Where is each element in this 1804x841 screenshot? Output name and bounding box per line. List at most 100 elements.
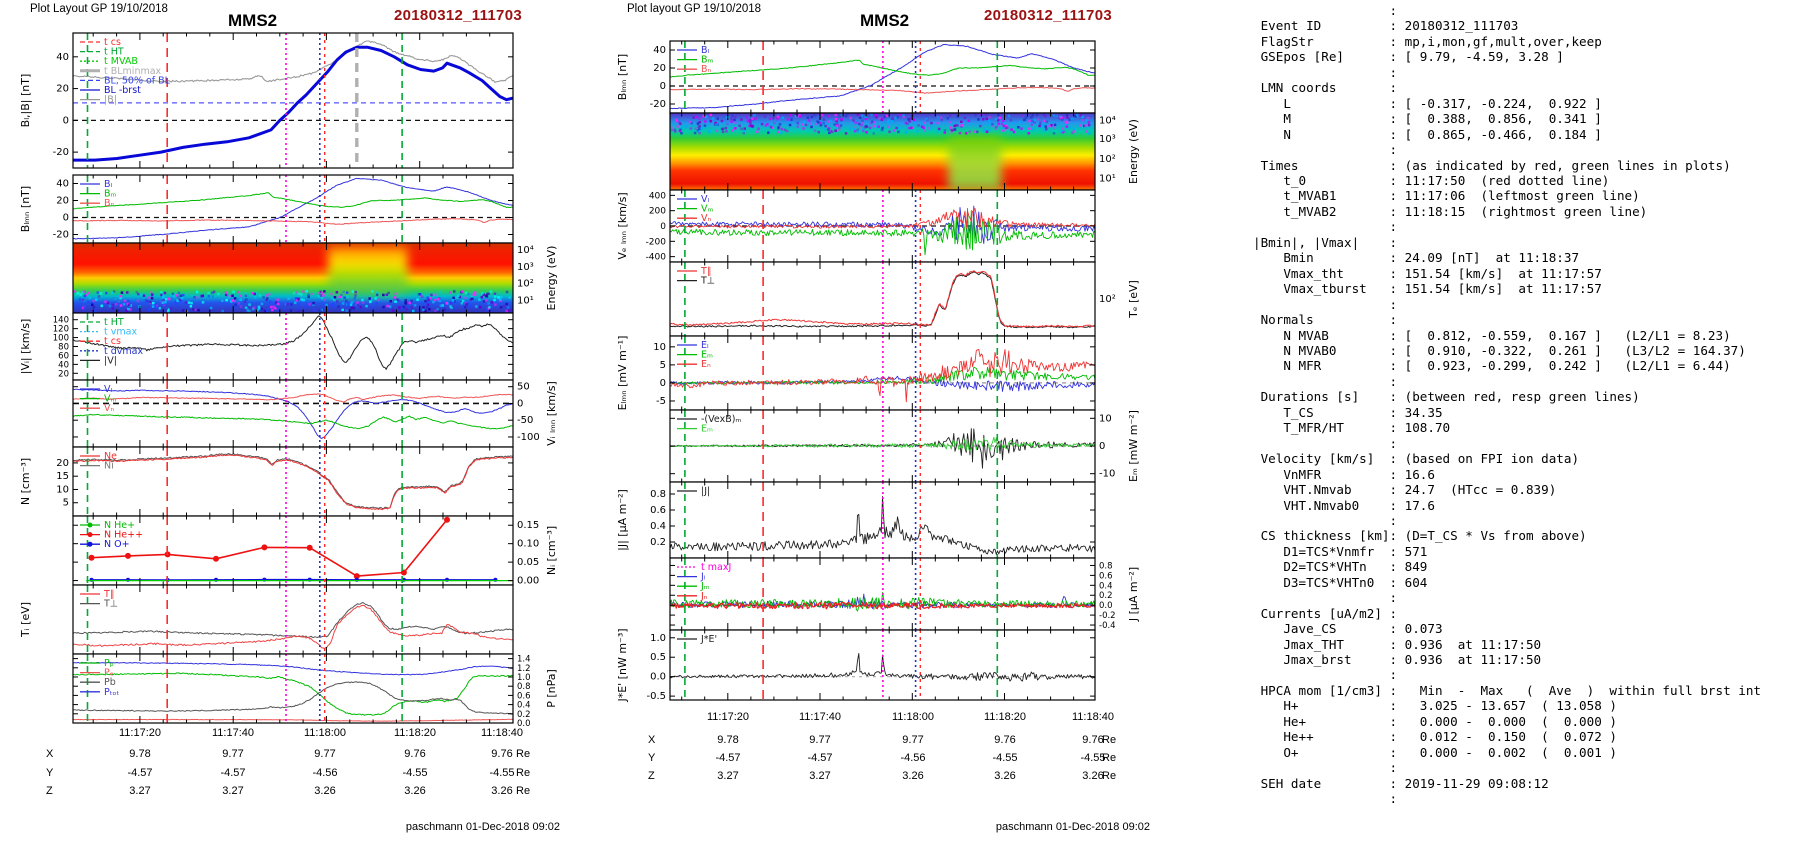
position-value: 9.77 bbox=[809, 734, 831, 746]
svg-text:T∥: T∥ bbox=[700, 266, 712, 277]
position-value: -4.55 bbox=[992, 752, 1018, 764]
svg-text:Pb: Pb bbox=[104, 677, 116, 688]
svg-text:5: 5 bbox=[63, 498, 69, 509]
ylabel-j-mag: |J| [μA m⁻²] bbox=[616, 489, 629, 551]
t-ion-series-T-par bbox=[73, 604, 513, 649]
svg-text:10¹: 10¹ bbox=[517, 295, 534, 306]
svg-text:0.6: 0.6 bbox=[650, 505, 666, 516]
ve-lmn-series-VL bbox=[670, 205, 1095, 245]
position-value: -4.55 bbox=[402, 767, 428, 779]
time-tick-label: 11:17:40 bbox=[798, 711, 841, 723]
svg-text:0.0: 0.0 bbox=[517, 719, 531, 729]
svg-text:BL, 50% of BL: BL, 50% of BL bbox=[104, 75, 171, 86]
position-value: 3.27 bbox=[717, 770, 739, 782]
position-value: -4.57 bbox=[715, 752, 741, 764]
b-lmn-series-BN bbox=[670, 86, 1095, 94]
svg-text:10¹: 10¹ bbox=[1099, 173, 1116, 184]
svg-text:40: 40 bbox=[653, 45, 666, 56]
svg-text:80: 80 bbox=[58, 343, 69, 353]
svg-text:20: 20 bbox=[58, 369, 69, 379]
svg-text:T⊥: T⊥ bbox=[103, 599, 118, 610]
svg-text:1.2: 1.2 bbox=[517, 664, 531, 674]
svg-text:400: 400 bbox=[649, 191, 666, 201]
svg-text:T⊥: T⊥ bbox=[700, 276, 715, 287]
svg-text:1.0: 1.0 bbox=[650, 633, 666, 644]
svg-text:-400: -400 bbox=[646, 253, 667, 263]
svg-text:t MVAB: t MVAB bbox=[104, 56, 138, 67]
svg-text:10: 10 bbox=[1099, 413, 1112, 424]
svg-text:10⁴: 10⁴ bbox=[1099, 116, 1116, 127]
event-info-panel: : Event ID : 20180312_111703 FlagStr : m… bbox=[1253, 3, 1761, 807]
svg-text:|J|: |J| bbox=[701, 486, 710, 497]
svg-text:1.0: 1.0 bbox=[517, 673, 531, 683]
vi-lmn-series-VN bbox=[73, 393, 513, 403]
event-id-title-left: 20180312_111703 bbox=[394, 7, 522, 24]
position-value: 3.26 bbox=[491, 785, 513, 797]
svg-text:Ne: Ne bbox=[104, 451, 117, 462]
position-row-label-Z: Z bbox=[648, 770, 655, 782]
svg-text:20: 20 bbox=[56, 196, 69, 207]
right-label-vi-lmn: Vᵢ ₗₘₙ [km/s] bbox=[545, 381, 558, 446]
svg-text:40: 40 bbox=[56, 179, 69, 190]
credit-footer-middle: paschmann 01-Dec-2018 09:02 bbox=[995, 821, 1150, 833]
svg-text:Bₘ: Bₘ bbox=[104, 189, 117, 200]
svg-text:20: 20 bbox=[56, 84, 69, 95]
svg-text:10⁴: 10⁴ bbox=[517, 245, 534, 256]
ylabel-b-lmn: Bₗₘₙ [nT] bbox=[19, 186, 32, 232]
position-unit: Re bbox=[1102, 734, 1117, 746]
spacecraft-title-left: MMS2 bbox=[228, 11, 278, 30]
position-row-label-X: X bbox=[46, 748, 54, 760]
position-value: 9.76 bbox=[404, 748, 426, 760]
svg-text:0.6: 0.6 bbox=[517, 691, 531, 701]
position-row-label-Z: Z bbox=[46, 785, 53, 797]
svg-text:Jₘ: Jₘ bbox=[700, 581, 710, 592]
time-tick-label: 11:18:20 bbox=[983, 711, 1026, 723]
ylabel-vi-mag: |Vᵢ| [km/s] bbox=[19, 319, 32, 375]
position-unit: Re bbox=[516, 767, 531, 779]
svg-text:60: 60 bbox=[58, 351, 69, 361]
time-tick-label: 11:18:40 bbox=[1071, 711, 1114, 723]
time-tick-label: 11:17:20 bbox=[118, 727, 161, 739]
n-density-series-Ni bbox=[73, 453, 513, 509]
position-value: 3.27 bbox=[129, 785, 151, 797]
svg-text:0: 0 bbox=[660, 378, 666, 389]
svg-text:0.2: 0.2 bbox=[517, 710, 531, 720]
svg-text:Vₘ: Vₘ bbox=[701, 204, 713, 215]
svg-text:10²: 10² bbox=[517, 279, 534, 290]
svg-text:Bₗ: Bₗ bbox=[701, 45, 710, 56]
position-value: -4.55 bbox=[1080, 752, 1106, 764]
svg-text:0: 0 bbox=[660, 222, 666, 232]
svg-text:0: 0 bbox=[63, 213, 69, 224]
svg-text:Jₗ: Jₗ bbox=[700, 572, 706, 583]
position-unit: Re bbox=[516, 785, 531, 797]
position-value: 9.78 bbox=[717, 734, 739, 746]
position-unit: Re bbox=[1102, 770, 1117, 782]
svg-text:0.0: 0.0 bbox=[1099, 601, 1113, 611]
ylabel-bl-bmag: Bₗ,|B| [nT] bbox=[19, 74, 32, 128]
svg-text:200: 200 bbox=[649, 207, 666, 217]
bl-bmag-series-BL-brst bbox=[73, 45, 513, 162]
svg-text:N He++: N He++ bbox=[104, 530, 143, 541]
spacecraft-title-middle: MMS2 bbox=[860, 11, 910, 30]
svg-text:-20: -20 bbox=[650, 99, 666, 110]
svg-text:0.6: 0.6 bbox=[1099, 571, 1113, 581]
svg-text:-0.5: -0.5 bbox=[646, 691, 666, 702]
svg-text:15: 15 bbox=[56, 471, 69, 482]
right-label-n-minor: Nᵢ [cm⁻³] bbox=[545, 526, 558, 575]
position-value: 3.27 bbox=[222, 785, 244, 797]
svg-text:Vₗ: Vₗ bbox=[701, 194, 709, 205]
svg-text:10²: 10² bbox=[1099, 154, 1116, 165]
svg-text:|V|: |V| bbox=[104, 355, 117, 366]
pressure-series-Pe bbox=[73, 718, 513, 722]
vi-lmn-series-VM bbox=[73, 413, 513, 430]
plot-layout-label-left: Plot Layout GP 19/10/2018 bbox=[30, 3, 168, 15]
svg-text:-100: -100 bbox=[517, 432, 540, 443]
n-density-series-Ne bbox=[73, 454, 513, 511]
j-mag-series-Jmag bbox=[670, 496, 1095, 555]
right-label-electron-spectrogram: Energy (eV) bbox=[1127, 119, 1140, 184]
position-value: -4.57 bbox=[807, 752, 833, 764]
